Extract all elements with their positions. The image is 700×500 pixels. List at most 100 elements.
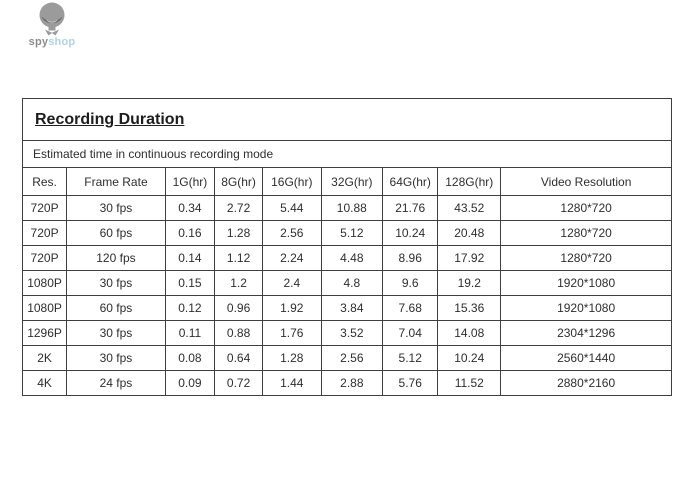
table-cell: 2.56	[262, 220, 322, 246]
table-cell: 7.04	[382, 320, 439, 346]
table-row: 720P 120 fps 0.14 1.12 2.24 4.48 8.96 17.92 1280…	[21, 245, 672, 271]
table-cell: 20.48	[437, 220, 502, 246]
brand-name-shop: shop	[48, 36, 76, 48]
table-cell: 1296P	[21, 320, 68, 346]
table-cell: 1280*720	[500, 245, 672, 271]
table-cell: 5.44	[262, 195, 322, 221]
table-cell: 2560*1440	[500, 345, 672, 371]
table-cell: 15.36	[437, 295, 502, 321]
table-cell: 720P	[21, 195, 68, 221]
table-cell: 1080P	[21, 270, 68, 296]
table-cell: 2880*2160	[500, 370, 672, 396]
table-cell: 30 fps	[66, 195, 166, 221]
brand-logo: spyshop	[18, 2, 86, 48]
table-cell: 43.52	[437, 195, 502, 221]
table-cell: 4.48	[320, 245, 384, 271]
table-cell: 17.92	[437, 245, 502, 271]
panel-subtitle-row: Estimated time in continuous recording m…	[22, 140, 672, 168]
table-cell: 1280*720	[500, 195, 672, 221]
table-cell: 0.14	[164, 245, 216, 271]
table-cell: 24 fps	[66, 370, 166, 396]
column-header-frame-rate: Frame Rate	[66, 167, 166, 196]
table-cell: 720P	[21, 245, 68, 271]
table-row: 720P 30 fps 0.34 2.72 5.44 10.88 21.76 43.52 128…	[21, 195, 672, 221]
table-cell: 0.08	[164, 345, 216, 371]
table-cell: 9.6	[382, 270, 439, 296]
table-cell: 0.12	[164, 295, 216, 321]
table-cell: 60 fps	[66, 220, 166, 246]
table-cell: 5.12	[320, 220, 384, 246]
table-cell: 1280*720	[500, 220, 672, 246]
panel-title-row: Recording Duration	[22, 98, 672, 141]
table-cell: 19.2	[437, 270, 502, 296]
table-header-row: Res. Frame Rate 1G(hr) 8G(hr) 16G(hr) 32G(hr)…	[21, 167, 672, 196]
column-header-128g-hr: 128G(hr)	[437, 167, 502, 196]
table-cell: 0.09	[164, 370, 216, 396]
table-cell: 8.96	[382, 245, 439, 271]
table-row: 2K 30 fps 0.08 0.64 1.28 2.56 5.12 10.24 2560*14…	[21, 345, 672, 371]
table-cell: 2.24	[262, 245, 322, 271]
spy-mascot-icon	[39, 2, 65, 36]
column-header-32g-hr: 32G(hr)	[320, 167, 384, 196]
column-header-8g-hr: 8G(hr)	[214, 167, 264, 196]
panel-title: Recording Duration	[35, 110, 185, 128]
brand-name-spy: spy	[28, 36, 49, 48]
table-row: 1296P 30 fps 0.11 0.88 1.76 3.52 7.04 14.08 2304…	[21, 320, 672, 346]
table-cell: 1.92	[262, 295, 322, 321]
table-cell: 1920*1080	[500, 295, 672, 321]
table-cell: 1.2	[214, 270, 264, 296]
table-cell: 0.15	[164, 270, 216, 296]
table-cell: 1.44	[262, 370, 322, 396]
table-cell: 30 fps	[66, 270, 166, 296]
table-cell: 1.12	[214, 245, 264, 271]
column-header-64g-hr: 64G(hr)	[382, 167, 439, 196]
table-cell: 0.16	[164, 220, 216, 246]
table-cell: 3.52	[320, 320, 384, 346]
table-row: 1080P 30 fps 0.15 1.2 2.4 4.8 9.6 19.2 1920*1080	[21, 270, 672, 296]
table-cell: 1.28	[262, 345, 322, 371]
brand-name: spyshop	[18, 37, 86, 48]
table-cell: 30 fps	[66, 320, 166, 346]
table-cell: 0.64	[214, 345, 264, 371]
table-cell: 4.8	[320, 270, 384, 296]
table-cell: 10.24	[382, 220, 439, 246]
table-cell: 4K	[21, 370, 68, 396]
table-cell: 2.72	[214, 195, 264, 221]
table-cell: 0.11	[164, 320, 216, 346]
table-cell: 14.08	[437, 320, 502, 346]
column-header-16g-hr: 16G(hr)	[262, 167, 322, 196]
table-cell: 7.68	[382, 295, 439, 321]
table-cell: 30 fps	[66, 345, 166, 371]
column-header-video-resolution: Video Resolution	[500, 167, 672, 196]
panel-subtitle: Estimated time in continuous recording m…	[22, 140, 672, 168]
table-cell: 3.84	[320, 295, 384, 321]
table-cell: 0.88	[214, 320, 264, 346]
table-row: 1080P 60 fps 0.12 0.96 1.92 3.84 7.68 15.36 1920…	[21, 295, 672, 321]
table-cell: 2.4	[262, 270, 322, 296]
table-cell: 0.72	[214, 370, 264, 396]
table-cell: 21.76	[382, 195, 439, 221]
table-cell: 1920*1080	[500, 270, 672, 296]
table-cell: 1080P	[21, 295, 68, 321]
table-cell: 10.24	[437, 345, 502, 371]
table-cell: 2.56	[320, 345, 384, 371]
table-cell: 60 fps	[66, 295, 166, 321]
table-row: 720P 60 fps 0.16 1.28 2.56 5.12 10.24 20.48 1280…	[21, 220, 672, 246]
table-cell: 0.96	[214, 295, 264, 321]
column-header-1g-hr: 1G(hr)	[164, 167, 216, 196]
table-cell: 2304*1296	[500, 320, 672, 346]
table-cell: 5.76	[382, 370, 439, 396]
table-cell: 5.12	[382, 345, 439, 371]
table-cell: 1.76	[262, 320, 322, 346]
column-header-res: Res.	[21, 167, 68, 196]
table-cell: 2K	[21, 345, 68, 371]
table-row: 4K 24 fps 0.09 0.72 1.44 2.88 5.76 11.52 2880*21…	[21, 370, 672, 396]
recording-duration-panel: Recording Duration Estimated time in con…	[21, 98, 672, 396]
table-cell: 2.88	[320, 370, 384, 396]
table-cell: 1.28	[214, 220, 264, 246]
table-cell: 720P	[21, 220, 68, 246]
table-cell: 10.88	[320, 195, 384, 221]
table-cell: 0.34	[164, 195, 216, 221]
table-cell: 120 fps	[66, 245, 166, 271]
